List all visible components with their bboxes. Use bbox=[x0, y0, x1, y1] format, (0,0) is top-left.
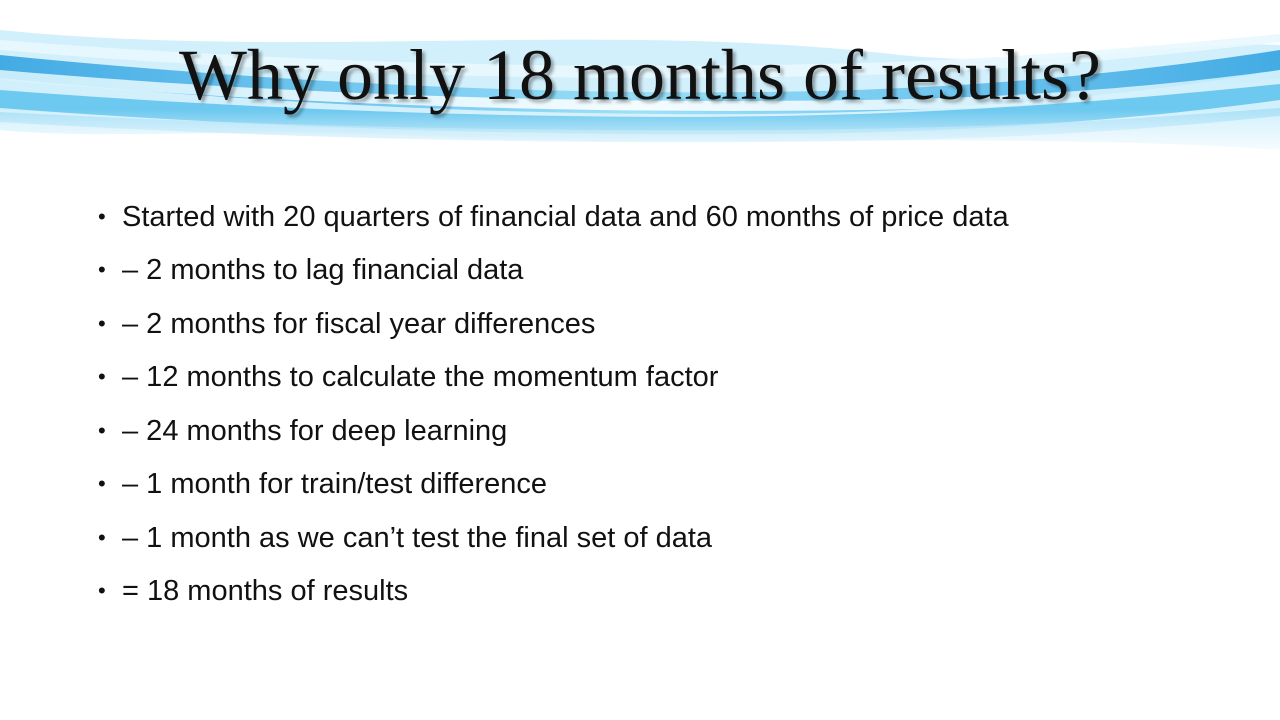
bullet-text: – 24 months for deep learning bbox=[122, 414, 508, 447]
header-wave-decoration bbox=[0, 30, 1280, 160]
bullet-item: • Started with 20 quarters of financial … bbox=[98, 190, 1218, 244]
bullet-icon: • bbox=[98, 417, 106, 443]
slide-title: Why only 18 months of results? bbox=[179, 35, 1101, 115]
bullet-item: • – 1 month as we can’t test the final s… bbox=[98, 511, 1218, 565]
bullet-icon: • bbox=[98, 310, 106, 336]
bullet-item: • – 2 months for fiscal year differences bbox=[98, 297, 1218, 351]
bullet-text: – 1 month as we can’t test the final set… bbox=[122, 521, 713, 554]
bullet-icon: • bbox=[98, 203, 106, 229]
bullet-text: = 18 months of results bbox=[122, 575, 409, 608]
bullet-list: • Started with 20 quarters of financial … bbox=[98, 190, 1218, 618]
bullet-item: • – 24 months for deep learning bbox=[98, 404, 1218, 458]
bullet-icon: • bbox=[98, 257, 106, 283]
bullet-item: • – 1 month for train/test difference bbox=[98, 458, 1218, 512]
bullet-item: • – 12 months to calculate the momentum … bbox=[98, 351, 1218, 405]
bullet-icon: • bbox=[98, 364, 106, 390]
bullet-text: – 2 months for fiscal year differences bbox=[122, 307, 596, 340]
bullet-text: – 12 months to calculate the momentum fa… bbox=[122, 361, 719, 394]
bullet-item: • – 2 months to lag financial data bbox=[98, 244, 1218, 298]
bullet-text: – 2 months to lag financial data bbox=[122, 254, 524, 287]
bullet-icon: • bbox=[98, 578, 106, 604]
bullet-item: • = 18 months of results bbox=[98, 565, 1218, 619]
bullet-icon: • bbox=[98, 524, 106, 550]
bullet-text: Started with 20 quarters of financial da… bbox=[122, 200, 1009, 233]
bullet-text: – 1 month for train/test difference bbox=[122, 468, 548, 501]
bullet-icon: • bbox=[98, 471, 106, 497]
